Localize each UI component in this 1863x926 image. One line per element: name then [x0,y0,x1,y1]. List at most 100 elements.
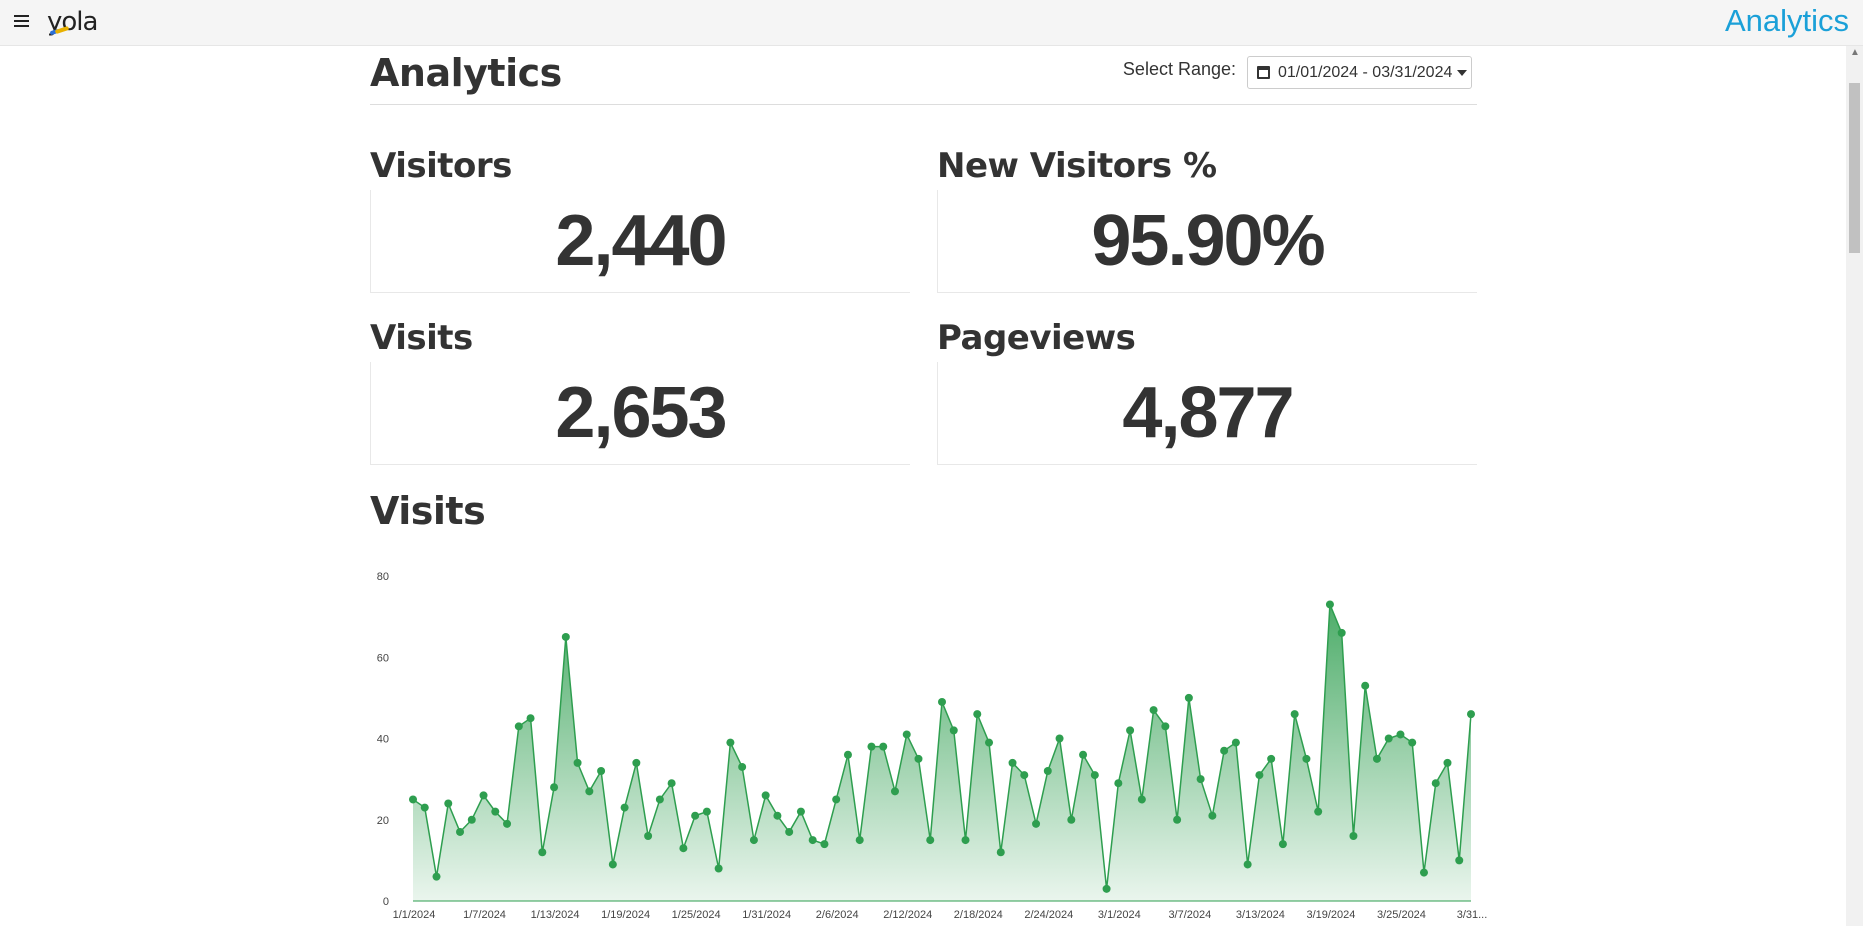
data-point [773,811,782,820]
data-point [749,836,758,845]
data-point [938,697,946,706]
data-point [714,864,723,873]
range-label: Select Range: [1122,59,1236,79]
data-point [808,836,817,845]
data-point [726,738,735,747]
data-point [843,750,852,759]
data-point [973,710,982,719]
main-content: Analytics Select Range: 01/01/2024 - 03/… [370,46,1477,533]
data-point [1008,758,1017,767]
scroll-thumb[interactable] [1849,83,1860,253]
data-point [1243,860,1252,869]
data-point [702,807,711,816]
date-range-picker-button[interactable]: 01/01/2024 - 03/31/2024 [1247,56,1472,89]
data-point [444,799,453,808]
x-tick-label: 3/13/2024 [1236,909,1285,921]
data-point [1278,840,1287,849]
data-point [1173,815,1182,824]
data-point [1161,722,1170,731]
scroll-up-arrow-icon[interactable]: ▲ [1850,47,1860,58]
data-point [961,836,970,845]
vertical-scrollbar[interactable]: ▲ [1846,46,1863,926]
data-point [1396,730,1405,739]
data-point [632,758,641,767]
data-point [1255,771,1264,780]
x-tick-label: 2/12/2024 [883,909,932,921]
data-point [573,758,582,767]
x-tick-label: 1/1/2024 [393,909,436,921]
visits-area-fill [413,604,1471,901]
data-point [491,807,500,816]
metric-value: 2,440 [555,201,727,281]
data-point [644,832,653,840]
app-title: Analytics [1724,3,1849,38]
metric-box: 4,877 [937,362,1477,465]
metric-value: 2,653 [555,373,727,453]
page-header: Analytics Select Range: 01/01/2024 - 03/… [370,46,1477,105]
data-point [1325,600,1334,609]
data-point [1149,706,1158,715]
data-point [409,795,417,804]
data-point [585,787,594,796]
data-point [432,872,441,881]
metric-title: Pageviews [937,318,1136,358]
data-point [996,848,1005,857]
data-point [902,730,911,739]
data-point [1431,779,1440,788]
data-point [761,791,770,800]
data-point [1467,710,1475,719]
metric-visitors: Visitors 2,440 [370,146,910,293]
chart-section-title: Visits [370,489,486,533]
data-point [655,795,664,804]
data-point [479,791,488,800]
data-point [691,811,700,820]
x-tick-label: 3/25/2024 [1377,909,1426,921]
data-point [667,779,676,788]
data-point [1184,693,1193,702]
data-point [890,787,899,796]
y-tick-label: 0 [383,896,389,908]
calendar-icon [1257,66,1270,79]
data-point [420,803,429,812]
data-point [1137,795,1146,804]
data-point [1349,832,1358,840]
data-point [1126,726,1135,735]
metric-box: 95.90% [937,190,1477,293]
data-point [1455,856,1464,865]
x-tick-label: 3/7/2024 [1168,909,1211,921]
data-point [456,827,465,836]
yola-logo[interactable]: yola [47,6,98,38]
data-point [1267,754,1276,763]
data-point [1090,771,1099,780]
data-point [738,762,747,771]
top-bar: yola Analytics [0,0,1863,46]
y-tick-label: 80 [377,571,389,583]
hamburger-menu-icon[interactable] [14,15,29,29]
metric-title: New Visitors % [937,146,1217,186]
data-point [1408,738,1417,747]
x-tick-label: 1/19/2024 [601,909,650,921]
data-point [855,836,864,845]
data-point [1372,754,1381,763]
x-tick-label: 1/7/2024 [463,909,506,921]
date-range-value: 01/01/2024 - 03/31/2024 [1278,63,1453,81]
y-tick-label: 40 [377,734,389,746]
x-tick-label: 2/24/2024 [1024,909,1073,921]
data-point [1079,750,1088,759]
data-point [1314,807,1323,816]
data-point [879,742,888,751]
data-point [796,807,805,816]
x-tick-label: 2/18/2024 [954,909,1003,921]
data-point [620,803,629,812]
metric-title: Visitors [370,146,512,186]
data-point [1196,775,1205,784]
data-point [1290,710,1299,719]
x-tick-label: 1/31/2024 [742,909,791,921]
data-point [1020,771,1029,780]
metric-new-visitors-percent: New Visitors % 95.90% [937,146,1477,293]
x-tick-label: 2/6/2024 [816,909,859,921]
data-point [538,848,547,857]
page-title: Analytics [370,51,562,95]
data-point [1220,746,1229,755]
data-point [1114,779,1123,788]
